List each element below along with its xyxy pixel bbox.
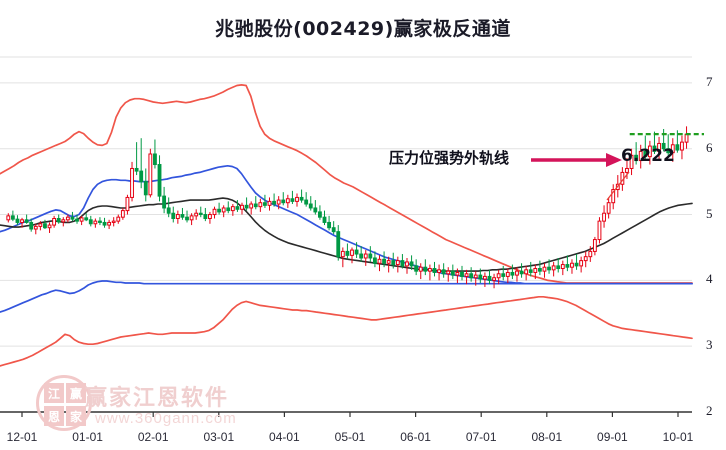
x-axis-tick-04-01: 04-01 <box>269 430 300 444</box>
y-axis-tick-7: 7 <box>706 73 713 89</box>
price-level-line <box>629 133 704 136</box>
plot-area <box>0 50 704 417</box>
page-title: 兆驰股份(002429)赢家极反通道 <box>215 18 511 40</box>
watermark-brand: 赢家江恩软件 <box>85 386 230 411</box>
gridlines-layer <box>0 56 692 417</box>
x-axis-tick-09-01: 09-01 <box>597 430 628 444</box>
y-axis-tick-4: 4 <box>706 271 713 287</box>
x-axis-tick-01-01: 01-01 <box>72 430 103 444</box>
watermark-logo: 江 赢 恩 家 <box>36 375 92 431</box>
price-level-value: 6.222 <box>621 146 675 166</box>
y-axis-tick-2: 2 <box>706 403 713 418</box>
watermark-logo-glyph: 赢 <box>66 383 86 403</box>
x-axis-tick-07-01: 07-01 <box>465 430 497 444</box>
channel-bands-layer <box>0 84 693 367</box>
x-axis-tick-08-01: 08-01 <box>531 430 563 444</box>
x-axis-tick-02-01: 02-01 <box>137 430 169 444</box>
watermark-logo-glyph: 恩 <box>44 406 64 426</box>
watermark-logo-glyph: 江 <box>44 383 64 403</box>
watermark-url: www.360gann.com <box>95 410 237 427</box>
watermark-logo-glyph: 家 <box>66 406 86 426</box>
y-axis-tick-3: 3 <box>706 337 713 353</box>
y-axis-tick-6: 6 <box>706 139 713 155</box>
y-axis-tick-5: 5 <box>706 205 713 221</box>
x-axis-tick-05-01: 05-01 <box>334 430 366 444</box>
x-axis-tick-06-01: 06-01 <box>400 430 431 444</box>
x-axis-tick-12-01: 12-01 <box>6 430 38 444</box>
candlesticks-layer <box>6 126 689 289</box>
x-axis-tick-10-01: 10-01 <box>662 430 694 444</box>
resistance-annotation-label: 压力位强势外轨线 <box>389 149 510 167</box>
x-axis-tick-03-01: 03-01 <box>203 430 235 444</box>
